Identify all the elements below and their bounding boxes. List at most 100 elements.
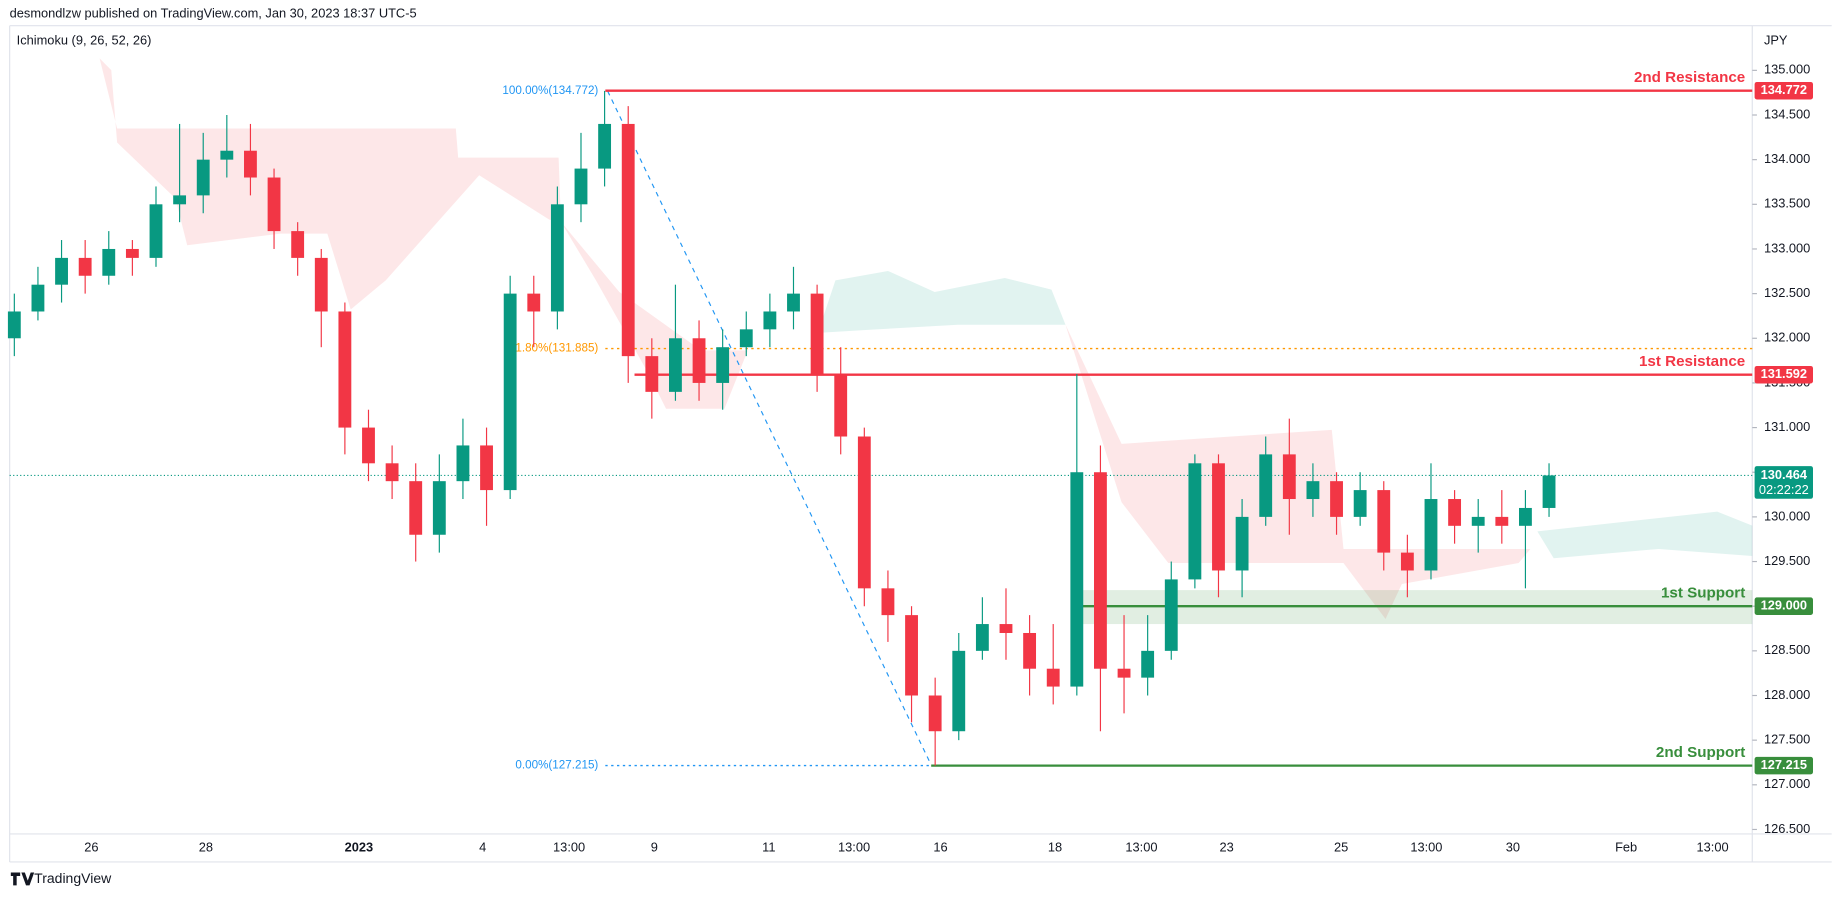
candle-body <box>432 481 446 535</box>
y-tick-label: 127.000 <box>1764 776 1810 791</box>
candle-body <box>928 695 942 732</box>
level-price-box <box>1754 597 1813 615</box>
level-price-label: 129.000 <box>1761 598 1807 613</box>
x-tick-label: 30 <box>1506 839 1520 854</box>
level-price-box <box>1754 81 1813 100</box>
y-tick-label: 131.000 <box>1764 419 1810 434</box>
candle-body <box>952 650 966 732</box>
candle-body <box>574 168 588 205</box>
x-tick-label: 13:00 <box>838 839 870 854</box>
currency: JPY <box>1764 32 1788 47</box>
candle-body <box>1141 650 1155 678</box>
candle-body <box>763 311 777 330</box>
candle-body <box>1330 481 1343 517</box>
x-tick-label: 16 <box>933 839 947 854</box>
candle-body <box>1542 475 1556 508</box>
candle-body <box>7 311 21 339</box>
footer: TradingView <box>34 870 112 886</box>
candle-body <box>1046 668 1060 687</box>
x-tick-label: 28 <box>199 839 213 854</box>
candle-body <box>1094 472 1107 669</box>
candle-body <box>338 311 352 428</box>
candle-body <box>456 445 470 482</box>
y-tick-label: 134.500 <box>1764 106 1810 121</box>
candle-body <box>881 588 895 616</box>
candle-body <box>692 338 706 383</box>
y-tick-label: 133.500 <box>1764 196 1810 211</box>
x-tick-label: 9 <box>651 839 658 854</box>
level-name: 2nd Support <box>1656 744 1745 761</box>
candle-body <box>409 481 423 535</box>
cloud-green <box>817 270 1066 333</box>
candle-body <box>857 436 871 589</box>
y-tick-label: 126.500 <box>1764 821 1810 836</box>
y-tick-label: 134.000 <box>1764 151 1810 166</box>
y-tick-label: 127.500 <box>1764 732 1810 747</box>
candle-body <box>55 257 68 285</box>
level-price-label: 131.592 <box>1761 366 1807 381</box>
fib-trend-line <box>607 90 932 766</box>
candle-body <box>527 293 541 312</box>
candle-body <box>1164 579 1178 651</box>
cloud-red <box>1065 324 1531 620</box>
candle-body <box>810 293 824 374</box>
y-tick-label: 128.000 <box>1764 687 1810 702</box>
candle-body <box>149 204 163 258</box>
fib-label: 100.00%(134.772) <box>502 84 598 97</box>
candle-body <box>1070 472 1084 687</box>
candle-body <box>1306 481 1320 500</box>
candle-body <box>31 284 45 312</box>
candle-body <box>1377 490 1391 553</box>
plot: 126.500 127.000 127.500 128.000 128.500 129.0… <box>7 62 1813 854</box>
candle-body <box>125 248 139 258</box>
candle-body <box>1188 463 1202 580</box>
candle-body <box>621 123 635 357</box>
candle-body <box>1400 552 1414 571</box>
y-tick-label: 129.500 <box>1764 553 1810 568</box>
candle-body <box>362 427 375 464</box>
x-tick-label: 4 <box>479 839 486 854</box>
y-tick-label: 128.500 <box>1764 642 1810 657</box>
candle-body <box>999 624 1013 633</box>
candle-body <box>1023 632 1037 669</box>
level-price-box <box>1754 365 1813 384</box>
level-name: 2nd Resistance <box>1634 69 1745 86</box>
x-tick-label: 18 <box>1048 839 1062 854</box>
candle-body <box>787 293 800 312</box>
candle-body <box>905 615 918 696</box>
y-tick-label: 135.000 <box>1764 62 1810 77</box>
cloud-red <box>99 58 561 310</box>
y-tick-label: 132.000 <box>1764 330 1810 345</box>
candle-body <box>716 347 730 383</box>
x-tick-label: Feb <box>1615 839 1637 854</box>
candle-body <box>385 463 399 482</box>
x-tick-label: 23 <box>1220 839 1234 854</box>
candle-body <box>220 150 234 160</box>
candle-body <box>314 257 328 312</box>
brand-logo <box>10 872 35 886</box>
candle-body <box>1259 454 1273 517</box>
candle-body <box>1424 499 1438 571</box>
candle-body <box>669 338 682 392</box>
x-tick-label: 11 <box>762 839 775 854</box>
candle-body <box>78 257 92 276</box>
header: desmondlzw published on TradingView.com,… <box>10 5 417 20</box>
candle-body <box>1282 454 1296 500</box>
candle-body <box>173 195 187 205</box>
candle-body <box>550 204 564 312</box>
level-name: 1st Resistance <box>1639 353 1745 370</box>
x-tick-label: 13:00 <box>553 839 585 854</box>
candle-body <box>598 123 612 169</box>
candle-body <box>834 373 848 437</box>
level-name: 1st Support <box>1661 584 1745 601</box>
candle-body <box>975 624 989 651</box>
fib-label: 0.00%(127.215) <box>515 759 598 772</box>
candle-body <box>244 150 257 178</box>
level-price-box <box>1754 756 1813 775</box>
x-tick-label: 26 <box>84 839 98 854</box>
candle-body <box>1117 668 1131 678</box>
candle-body <box>291 231 305 258</box>
y-tick-label: 132.500 <box>1764 285 1810 300</box>
